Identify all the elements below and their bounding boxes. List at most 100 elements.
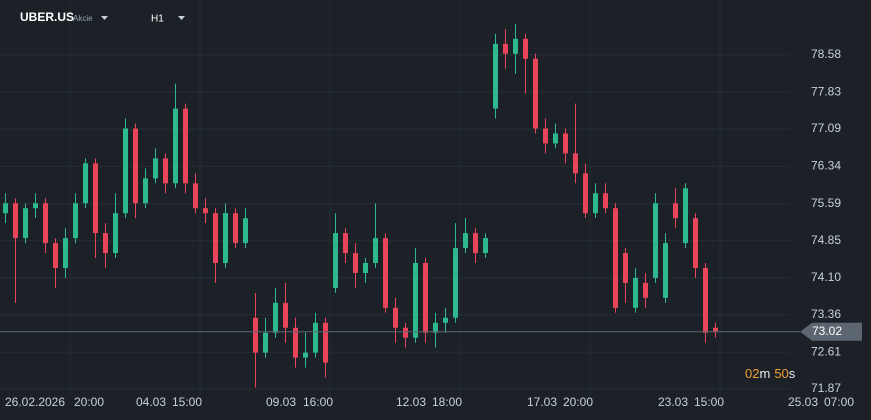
y-tick-label: 74.10: [811, 270, 841, 284]
candle-body: [653, 203, 658, 278]
candle-body: [563, 133, 568, 154]
y-tick-label: 73.36: [811, 307, 841, 321]
candle-body: [53, 243, 58, 268]
candle-body: [663, 243, 668, 298]
candle-body: [93, 163, 98, 234]
candle-body: [83, 163, 88, 204]
x-tick-label: 20:00: [563, 395, 593, 409]
countdown-minutes: 02: [745, 366, 759, 381]
candle-body: [403, 327, 408, 338]
candle-body: [613, 208, 618, 308]
candle-body: [193, 183, 198, 209]
candle-body: [603, 193, 608, 209]
candle-body: [3, 203, 8, 214]
current-price-label: 73.02: [812, 324, 842, 338]
candle-body: [33, 203, 38, 209]
candle-body: [453, 248, 458, 318]
candle-body: [273, 302, 278, 333]
x-tick-label: 17.03: [527, 395, 557, 409]
candle-body: [183, 108, 188, 184]
candle-body: [113, 213, 118, 254]
y-tick-label: 77.83: [811, 84, 841, 98]
candle-body: [703, 267, 708, 333]
y-tick-label: 75.59: [811, 196, 841, 210]
y-tick-label: 71.87: [811, 381, 841, 395]
candle-body: [693, 218, 698, 268]
candle-body: [143, 178, 148, 204]
candle-body: [463, 233, 468, 249]
y-tick-label: 78.58: [811, 47, 841, 61]
candle-body: [173, 108, 178, 184]
candle-body: [13, 203, 18, 239]
candle-body: [133, 128, 138, 204]
candle-body: [243, 218, 248, 244]
candle-body: [683, 188, 688, 244]
x-tick-label: 07:00: [824, 395, 854, 409]
x-tick-label: 20:00: [74, 395, 104, 409]
candle-body: [303, 352, 308, 358]
symbol[interactable]: UBER.US: [20, 10, 74, 24]
candle-body: [623, 253, 628, 283]
candle-body: [523, 38, 528, 59]
candle-body: [213, 213, 218, 264]
x-tick-label: 15:00: [694, 395, 724, 409]
x-tick-label: 23.03: [658, 395, 688, 409]
timeframe[interactable]: H1: [151, 14, 164, 25]
candle-body: [633, 277, 638, 308]
candle-body: [203, 208, 208, 214]
candle-body: [493, 43, 498, 109]
candle-body: [643, 282, 648, 298]
candle-body: [393, 307, 398, 328]
candle-body: [313, 322, 318, 353]
symbol-dropdown[interactable]: [101, 16, 108, 20]
instrument-type: Akcie: [73, 14, 93, 23]
candle-body: [43, 203, 48, 244]
y-tick-label: 74.85: [811, 233, 841, 247]
candle-body: [373, 238, 378, 264]
candle-body: [123, 128, 128, 214]
y-tick-label: 72.61: [811, 344, 841, 358]
candle-body: [503, 43, 508, 54]
x-tick-label: 04.03: [136, 395, 166, 409]
candle-body: [103, 233, 108, 254]
candle-body: [413, 263, 418, 338]
candle-body: [333, 233, 338, 288]
candle-body: [443, 317, 448, 323]
x-tick-label: 26.02.2026: [5, 395, 65, 409]
candle-body: [263, 332, 268, 353]
candle-body: [153, 158, 158, 179]
candle-body: [433, 322, 438, 333]
candle-body: [293, 327, 298, 358]
countdown-seconds-unit: s: [789, 366, 796, 381]
countdown-minutes-unit: m: [759, 366, 770, 381]
candle-body: [483, 238, 488, 254]
candle-body: [363, 263, 368, 273]
candle-body: [353, 253, 358, 273]
x-tick-label: 16:00: [303, 395, 333, 409]
y-tick-label: 76.34: [811, 159, 841, 173]
candle-body: [553, 133, 558, 144]
candle-body: [673, 203, 678, 219]
candle-body: [573, 153, 578, 174]
y-tick-label: 77.09: [811, 121, 841, 135]
candle-body: [343, 233, 348, 254]
x-tick-label: 18:00: [432, 395, 462, 409]
candle-body: [223, 213, 228, 264]
candle-body: [283, 302, 288, 328]
countdown: 02m 50s: [745, 366, 796, 381]
candle-body: [23, 208, 28, 239]
candle-body: [533, 58, 538, 129]
current-price-tag: [800, 322, 862, 341]
x-tick-label: 25.03: [788, 395, 818, 409]
candle-body: [583, 173, 588, 214]
candle-body: [593, 193, 598, 214]
candle-body: [63, 238, 68, 268]
candle-body: [253, 317, 258, 353]
candle-body: [73, 203, 78, 239]
x-tick-label: 09.03: [266, 395, 296, 409]
x-tick-label: 15:00: [172, 395, 202, 409]
timeframe-dropdown[interactable]: [178, 16, 185, 20]
countdown-seconds: 50: [774, 366, 788, 381]
